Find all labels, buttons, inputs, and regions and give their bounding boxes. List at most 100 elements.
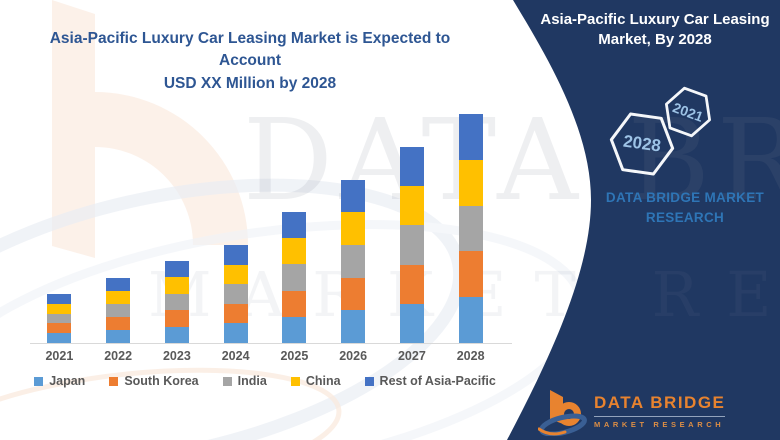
bar-segment-rest-of-asia-pacific-2028 [458, 114, 483, 160]
bar-column-2027 [383, 95, 442, 343]
stacked-bar-2027 [399, 147, 424, 343]
legend-label: South Korea [124, 374, 199, 388]
bar-segment-rest-of-asia-pacific-2024 [223, 245, 248, 265]
panel-brand-line1: DATA BRIDGE MARKET [605, 190, 765, 205]
legend-label: Rest of Asia-Pacific [379, 374, 496, 388]
stacked-bar-2023 [164, 261, 189, 343]
hexagon-outline-icon [665, 86, 711, 138]
bar-segment-rest-of-asia-pacific-2023 [164, 261, 189, 278]
bar-segment-south-korea-2023 [164, 310, 189, 327]
bar-column-2026 [324, 95, 383, 343]
hexagon-outline-icon [609, 112, 675, 176]
logo-tagline: MARKET RESEARCH [594, 420, 725, 429]
x-axis-label-2028: 2028 [456, 349, 485, 363]
panel-brand-text: DATA BRIDGE MARKET RESEARCH [595, 188, 775, 229]
stacked-bar-2021 [47, 294, 72, 343]
bar-column-2023 [148, 95, 207, 343]
legend-item-japan: Japan [34, 374, 85, 388]
bar-segment-india-2025 [282, 264, 307, 291]
bar-segment-rest-of-asia-pacific-2021 [47, 294, 72, 304]
stacked-bar-2028 [458, 114, 483, 343]
legend-swatch-icon [290, 376, 300, 386]
panel-title: Asia-Pacific Luxury Car Leasing Market, … [540, 10, 770, 51]
bar-segment-south-korea-2028 [458, 251, 483, 298]
x-axis-label-2021: 2021 [45, 349, 74, 363]
stacked-bar-2024 [223, 245, 248, 343]
company-logo: DATA BRIDGE MARKET RESEARCH [538, 388, 726, 436]
bar-segment-south-korea-2022 [106, 316, 131, 330]
panel-title-line2: Market, By 2028 [598, 31, 712, 49]
bar-column-2024 [206, 95, 265, 343]
bar-segment-japan-2026 [341, 310, 366, 343]
stacked-bar-2026 [341, 179, 366, 343]
hexagon-badge-2021: 2021 [657, 82, 720, 142]
bar-segment-south-korea-2027 [399, 264, 424, 304]
bar-segment-south-korea-2024 [223, 303, 248, 324]
bar-segment-india-2021 [47, 313, 72, 324]
bar-segment-japan-2025 [282, 316, 307, 343]
data-bridge-logo-icon [538, 390, 587, 436]
chart-legend: Japan South Korea India China Rest of Asia-P… [30, 374, 500, 388]
bar-segment-japan-2028 [458, 297, 483, 343]
panel-title-line1: Asia-Pacific Luxury Car Leasing [540, 11, 770, 28]
bar-segment-japan-2023 [164, 326, 189, 343]
ghost-b-bowl [95, 92, 248, 245]
legend-label: China [305, 374, 341, 388]
ghost-b-stem [52, 0, 95, 258]
x-axis-label-2026: 2026 [339, 349, 368, 363]
bar-segment-india-2024 [223, 284, 248, 304]
logo-text-block: DATA BRIDGE MARKET RESEARCH [594, 388, 726, 429]
bar-segment-rest-of-asia-pacific-2027 [399, 147, 424, 187]
legend-item-india: India [222, 374, 267, 388]
bar-segment-japan-2021 [47, 333, 72, 343]
x-axis-label-2027: 2027 [397, 349, 426, 363]
legend-label: Japan [49, 374, 86, 388]
bar-segment-china-2025 [282, 238, 307, 265]
legend-item-rest-of-asia-pacific: Rest of Asia-Pacific [364, 374, 496, 388]
x-axis-labels: 2021 2022 2023 2024 2025 2026 2027 2028 [30, 349, 500, 363]
bar-segment-china-2027 [399, 186, 424, 226]
bar-segment-china-2021 [47, 303, 72, 314]
bar-segment-china-2024 [223, 264, 248, 285]
bar-segment-china-2023 [164, 277, 189, 294]
bar-segment-india-2027 [399, 225, 424, 265]
bar-segment-japan-2024 [223, 323, 248, 343]
bar-segment-rest-of-asia-pacific-2022 [106, 277, 131, 291]
legend-item-china: China [290, 374, 341, 388]
x-axis-label-2023: 2023 [162, 349, 191, 363]
bar-column-2028 [441, 95, 500, 343]
bar-segment-south-korea-2021 [47, 323, 72, 334]
x-axis-line [30, 343, 512, 344]
bar-segment-china-2026 [341, 212, 366, 245]
stacked-bar-2025 [282, 212, 307, 343]
bar-segment-india-2028 [458, 205, 483, 252]
x-axis-label-2025: 2025 [280, 349, 309, 363]
bar-column-2025 [265, 95, 324, 343]
bar-segment-india-2026 [341, 244, 366, 278]
x-axis-label-2024: 2024 [221, 349, 250, 363]
legend-swatch-icon [364, 376, 374, 386]
bar-segment-rest-of-asia-pacific-2026 [341, 179, 366, 213]
bar-segment-india-2023 [164, 293, 189, 311]
bar-segment-rest-of-asia-pacific-2025 [282, 212, 307, 239]
panel-brand-line2: RESEARCH [645, 210, 725, 226]
legend-swatch-icon [34, 376, 44, 386]
bar-segment-china-2022 [106, 290, 131, 304]
legend-swatch-icon [222, 376, 232, 386]
x-axis-label-2022: 2022 [104, 349, 133, 363]
stacked-bar-2022 [106, 277, 131, 343]
legend-swatch-icon [109, 376, 119, 386]
chart-title: Asia-Pacific Luxury Car Leasing Market i… [30, 28, 470, 95]
legend-label: India [237, 374, 267, 388]
bar-column-2022 [89, 95, 148, 343]
chart-title-line1: Asia-Pacific Luxury Car Leasing Market i… [49, 30, 451, 70]
legend-item-south-korea: South Korea [109, 374, 199, 388]
bar-segment-japan-2022 [106, 329, 131, 343]
bar-segment-india-2022 [106, 303, 131, 317]
chart-title-line2: USD XX Million by 2028 [163, 74, 337, 92]
hexagon-badge-2028: 2028 [605, 110, 679, 179]
bar-segment-south-korea-2025 [282, 290, 307, 317]
stacked-bar-plot [30, 95, 500, 343]
